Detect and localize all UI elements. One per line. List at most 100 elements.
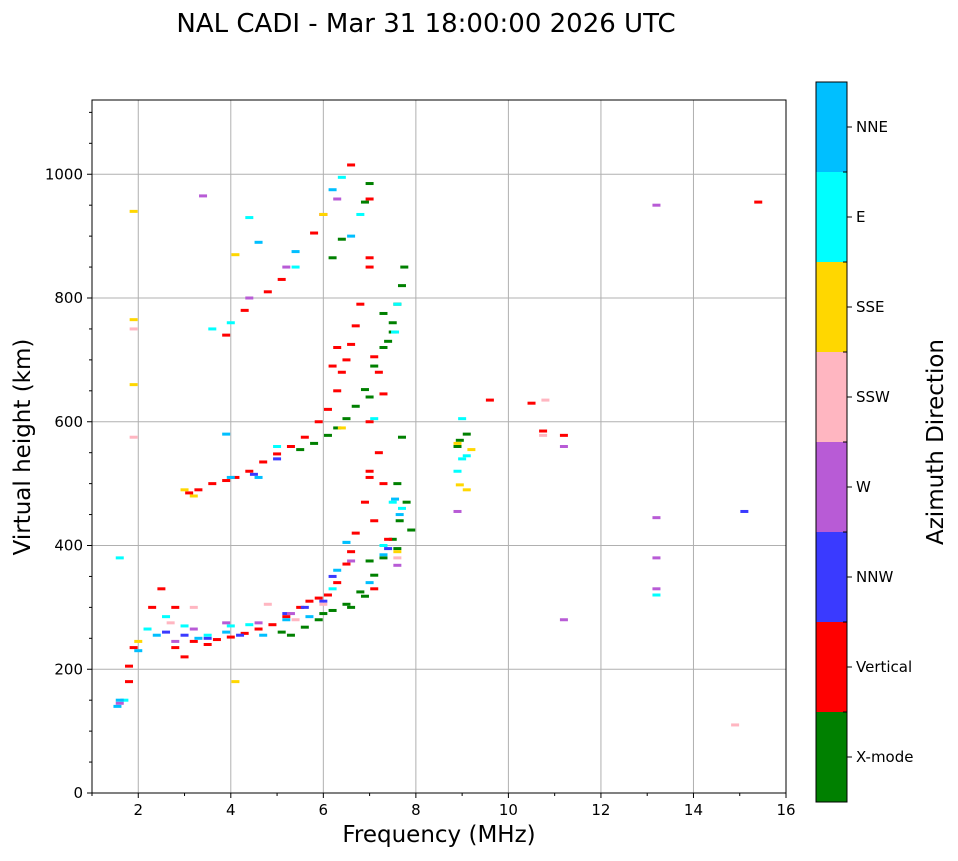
data-point — [347, 550, 356, 554]
data-point — [208, 482, 217, 486]
y-tick-label: 0 — [73, 784, 83, 802]
data-point — [254, 621, 263, 625]
x-tick-label: 6 — [319, 801, 329, 819]
data-point — [360, 200, 369, 204]
data-point — [391, 497, 400, 501]
colorbar-tick-label: E — [856, 208, 865, 226]
data-point — [342, 417, 351, 421]
colorbar-tick-label: Vertical — [856, 658, 912, 676]
data-point — [652, 556, 661, 560]
data-point — [226, 624, 235, 628]
data-point — [189, 605, 198, 609]
data-point — [120, 698, 129, 702]
data-point — [356, 212, 365, 216]
colorbar-tick-label: NNE — [856, 118, 888, 136]
data-point — [208, 327, 217, 331]
data-point — [226, 321, 235, 325]
data-point — [259, 633, 268, 637]
data-point — [194, 488, 203, 492]
data-point — [134, 639, 143, 643]
x-tick-label: 16 — [776, 801, 795, 819]
data-point — [347, 342, 356, 346]
data-point — [268, 623, 277, 627]
data-point — [370, 587, 379, 591]
data-point — [370, 573, 379, 577]
data-point — [328, 188, 337, 192]
data-point — [129, 209, 138, 213]
data-point — [222, 621, 231, 625]
data-point — [231, 253, 240, 257]
data-point — [365, 182, 374, 186]
data-point — [171, 646, 180, 650]
data-point — [291, 250, 300, 254]
data-point — [393, 550, 402, 554]
data-point — [319, 602, 328, 606]
data-point — [652, 516, 661, 520]
data-point — [397, 435, 406, 439]
data-point — [337, 370, 346, 374]
data-point — [374, 451, 383, 455]
data-point — [541, 398, 550, 402]
data-point — [157, 587, 166, 591]
data-point — [379, 556, 388, 560]
data-point — [527, 401, 536, 405]
data-point — [453, 469, 462, 473]
colorbar-tick-label: X-mode — [856, 748, 913, 766]
data-point — [365, 395, 374, 399]
data-point — [180, 633, 189, 637]
colorbar-segment — [816, 262, 847, 352]
data-point — [559, 618, 568, 622]
colorbar-segment — [816, 712, 847, 802]
series-nne — [113, 188, 404, 708]
data-point — [351, 531, 360, 535]
data-point — [453, 445, 462, 448]
data-point — [203, 643, 212, 646]
data-point — [180, 655, 189, 659]
data-point — [365, 256, 374, 260]
data-point — [337, 426, 346, 430]
data-point — [393, 547, 402, 551]
x-tick-label: 12 — [591, 801, 610, 819]
data-point — [143, 627, 152, 631]
data-point — [171, 639, 180, 643]
series-nnw — [162, 457, 749, 640]
data-point — [333, 426, 342, 430]
data-point — [171, 605, 180, 609]
data-point — [180, 624, 189, 628]
plot-background — [92, 100, 786, 793]
series-e — [115, 175, 661, 702]
data-point — [393, 302, 402, 306]
data-point — [115, 556, 124, 560]
y-tick-label: 400 — [54, 537, 83, 555]
data-point — [115, 698, 124, 702]
data-point — [286, 633, 295, 637]
colorbar-frame — [815, 81, 848, 803]
data-point — [245, 469, 254, 473]
data-point — [455, 483, 464, 487]
y-axis-label: Virtual height (km) — [10, 339, 36, 556]
colorbar: X-mode Vertical NNW W SSW SSE E NNE — [815, 81, 913, 803]
y-axis-ticks: 0 200 400 600 800 1000 — [45, 111, 92, 802]
data-point — [180, 488, 189, 492]
data-point — [310, 441, 319, 445]
data-point — [296, 448, 305, 452]
data-point — [125, 680, 134, 684]
data-point — [203, 636, 212, 640]
data-point — [300, 625, 309, 629]
data-point — [162, 630, 171, 634]
series-w — [115, 194, 661, 705]
y-tick-label: 600 — [54, 413, 83, 431]
colorbar-segment — [816, 442, 847, 532]
data-point — [462, 432, 471, 436]
data-point — [395, 513, 404, 517]
data-point — [236, 633, 245, 637]
data-point — [314, 618, 323, 622]
x-axis-label: Frequency (MHz) — [342, 822, 535, 848]
data-point — [388, 537, 397, 541]
data-point — [365, 475, 374, 479]
series-x-mode — [277, 182, 471, 637]
data-point — [347, 559, 356, 563]
data-point — [453, 509, 462, 513]
data-point — [282, 265, 291, 269]
